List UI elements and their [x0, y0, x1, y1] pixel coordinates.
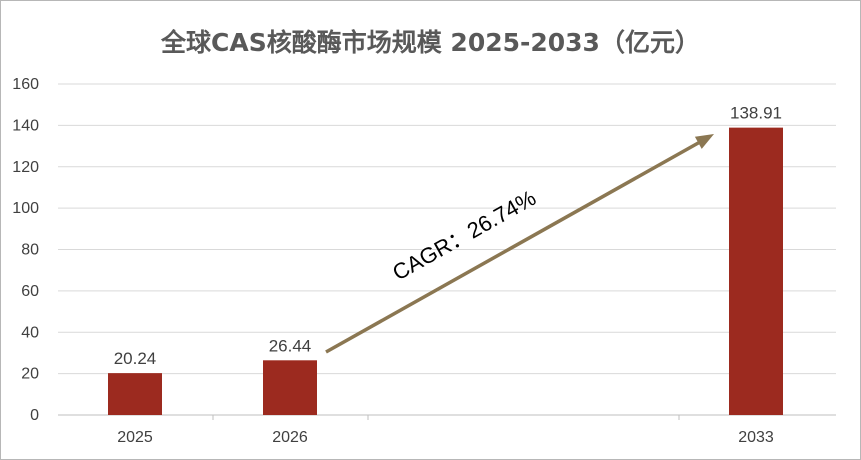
cagr-label: CAGR：26.74%: [388, 185, 540, 285]
bar: [263, 360, 317, 415]
y-tick-label: 0: [30, 407, 39, 424]
chart-title: 全球CAS核酸酶市场规模 2025-2033（亿元）: [161, 28, 700, 57]
y-tick-label: 20: [21, 366, 39, 383]
data-label: 26.44: [269, 336, 312, 355]
bar: [108, 373, 162, 415]
data-label: 138.91: [730, 104, 782, 123]
cagr-arrow-line: [325, 140, 701, 354]
y-tick-label: 140: [12, 117, 39, 134]
x-tick-label: 2026: [272, 429, 308, 446]
y-tick-label: 60: [21, 283, 39, 300]
y-tick-label: 40: [21, 324, 39, 341]
x-tick-label: 2033: [738, 429, 774, 446]
cagr-arrow-head: [694, 134, 714, 149]
data-label: 20.24: [114, 349, 157, 368]
bar: [729, 127, 783, 415]
y-tick-label: 80: [21, 242, 39, 259]
x-tick-label: 2025: [117, 429, 153, 446]
y-tick-label: 160: [12, 76, 39, 93]
y-tick-label: 120: [12, 159, 39, 176]
y-tick-label: 100: [12, 200, 39, 217]
